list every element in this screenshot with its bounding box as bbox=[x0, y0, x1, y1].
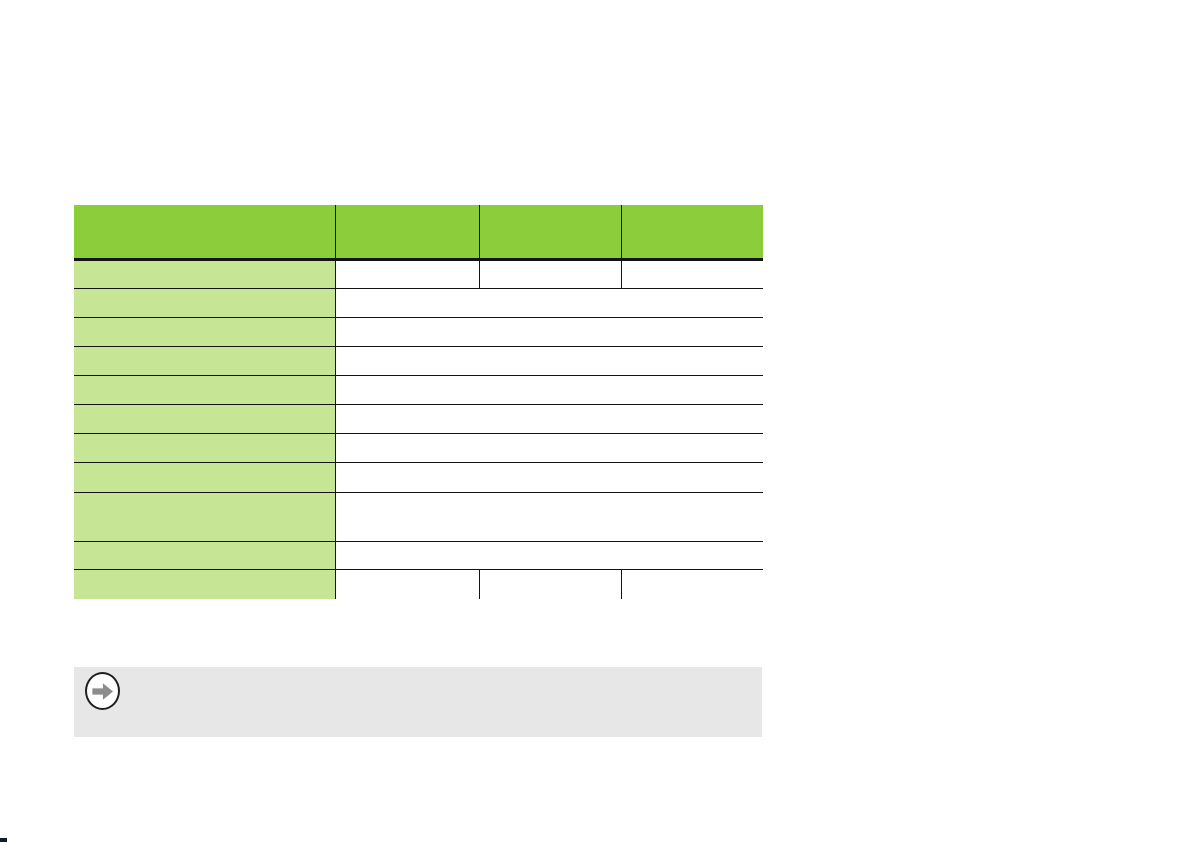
value-cell-wide bbox=[336, 463, 763, 492]
table-row bbox=[74, 570, 763, 599]
arrow-right-icon bbox=[85, 672, 120, 710]
value-cell bbox=[621, 570, 763, 599]
value-cell bbox=[336, 570, 479, 599]
value-cell-wide bbox=[336, 493, 763, 541]
row-label-cell bbox=[74, 434, 336, 462]
header-value-cell bbox=[479, 205, 621, 258]
note-box bbox=[74, 667, 762, 737]
header-value-cell bbox=[621, 205, 763, 258]
row-label-cell bbox=[74, 318, 336, 346]
data-table bbox=[74, 205, 763, 599]
value-cell bbox=[336, 261, 479, 288]
row-label-cell bbox=[74, 347, 336, 375]
table-row bbox=[74, 463, 763, 493]
value-cell bbox=[621, 261, 763, 288]
table-row bbox=[74, 542, 763, 570]
row-label-cell bbox=[74, 261, 336, 288]
value-cell-wide bbox=[336, 405, 763, 433]
table-row bbox=[74, 318, 763, 347]
page-corner-mark bbox=[0, 838, 7, 842]
table-row bbox=[74, 347, 763, 376]
value-cell-wide bbox=[336, 376, 763, 404]
table-row bbox=[74, 261, 763, 289]
row-label-cell bbox=[74, 405, 336, 433]
table-row bbox=[74, 405, 763, 434]
header-label-cell bbox=[74, 205, 336, 258]
table-row bbox=[74, 376, 763, 405]
value-cell-wide bbox=[336, 542, 763, 569]
table-row bbox=[74, 434, 763, 463]
row-label-cell bbox=[74, 493, 336, 541]
table-header-row bbox=[74, 205, 763, 261]
row-label-cell bbox=[74, 570, 336, 599]
row-label-cell bbox=[74, 376, 336, 404]
value-cell-wide bbox=[336, 318, 763, 346]
header-value-cell bbox=[336, 205, 479, 258]
value-cell-wide bbox=[336, 434, 763, 462]
value-cell-wide bbox=[336, 347, 763, 375]
value-cell bbox=[479, 261, 621, 288]
row-label-cell bbox=[74, 463, 336, 492]
value-cell bbox=[479, 570, 621, 599]
row-label-cell bbox=[74, 542, 336, 569]
table-row bbox=[74, 493, 763, 542]
table-body bbox=[74, 261, 763, 599]
row-label-cell bbox=[74, 289, 336, 317]
table-row bbox=[74, 289, 763, 318]
value-cell-wide bbox=[336, 289, 763, 317]
